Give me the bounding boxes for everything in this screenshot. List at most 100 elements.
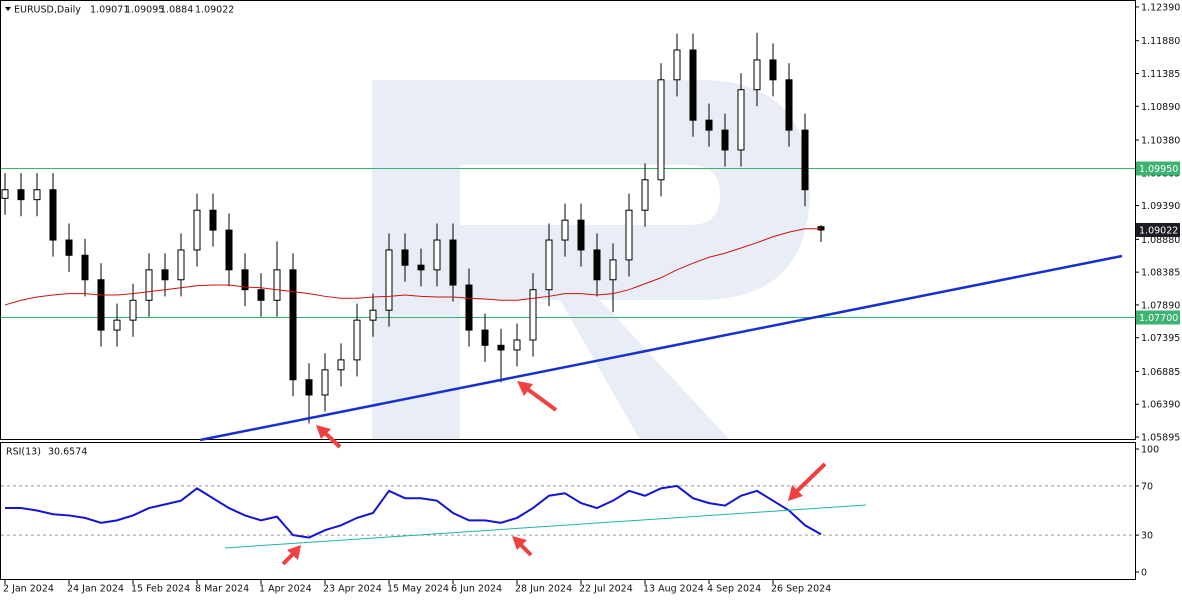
candle-body — [209, 209, 217, 231]
candle-body — [625, 209, 633, 261]
candle-body — [65, 239, 73, 256]
candle-body — [497, 344, 505, 351]
candle-body — [753, 59, 761, 91]
candle-body — [145, 269, 153, 301]
candle-body — [337, 359, 345, 371]
candle-body — [161, 269, 169, 281]
level-label-bg — [1136, 161, 1180, 176]
candle-body — [529, 289, 537, 341]
level-label: 1.07700 — [1139, 313, 1178, 324]
y-tick-label: 1.09390 — [1141, 201, 1180, 212]
y-tick-label: 100 — [1141, 445, 1159, 456]
candle-body — [689, 49, 697, 121]
candle-body — [353, 319, 361, 361]
rsi-line — [5, 484, 822, 539]
price-trendline — [199, 254, 1123, 442]
x-tick-label: 15 Feb 2024 — [131, 584, 190, 595]
x-tick-label: 22 Jul 2024 — [579, 584, 633, 595]
candle-body — [657, 79, 665, 181]
candle-body — [1, 189, 9, 199]
header-close: 1.09022 — [195, 5, 234, 16]
x-tick-label: 15 May 2024 — [387, 584, 449, 595]
price-label-bg — [1136, 222, 1180, 237]
y-tick-label: 1.07890 — [1141, 300, 1180, 311]
rsi-value: 30.6574 — [48, 447, 87, 458]
candle-body — [577, 219, 585, 251]
watermark — [372, 80, 810, 440]
candle-body — [385, 249, 393, 311]
candle-body — [721, 129, 729, 151]
candle-body — [257, 289, 265, 301]
candle-body — [17, 189, 25, 201]
y-tick-label: 1.10380 — [1141, 136, 1180, 147]
candle-body — [561, 219, 569, 241]
header-open: 1.09071 — [90, 5, 129, 16]
candle-body — [241, 269, 249, 291]
candle-body — [129, 299, 137, 321]
candle-body — [193, 209, 201, 251]
candle-body — [673, 49, 681, 81]
rsi-trendline — [224, 504, 867, 549]
level-label: 1.09950 — [1139, 164, 1178, 175]
candle-body — [273, 269, 281, 301]
candle-body — [113, 319, 121, 331]
candle-body — [97, 279, 105, 331]
price-label: 1.09022 — [1139, 225, 1178, 236]
x-tick-label: 24 Jan 2024 — [67, 584, 124, 595]
header-high: 1.09095 — [125, 5, 164, 16]
x-tick-label: 2 Jan 2024 — [3, 584, 54, 595]
symbol-title: EURUSD,Daily — [14, 5, 81, 16]
candle-body — [465, 284, 473, 331]
menu-arrow[interactable] — [5, 7, 11, 11]
candle-body — [609, 259, 617, 281]
candle-body — [177, 249, 185, 281]
candle-body — [705, 119, 713, 131]
candle-body — [801, 129, 809, 191]
candle-body — [321, 369, 329, 396]
x-tick-label: 1 Apr 2024 — [259, 584, 312, 595]
y-tick-label: 1.08385 — [1141, 268, 1180, 279]
y-tick-label: 1.11880 — [1141, 36, 1180, 47]
y-tick-label: 1.11385 — [1141, 69, 1180, 80]
y-tick-label: 1.06885 — [1141, 367, 1180, 378]
candle-body — [289, 269, 297, 381]
rsi-panel — [0, 442, 1136, 580]
x-tick-label: 6 Jun 2024 — [451, 584, 502, 595]
price-panel — [0, 0, 1136, 440]
candle-body — [417, 264, 425, 271]
header-low: 1.0884 — [160, 5, 193, 16]
candle-body — [593, 249, 601, 281]
candle-body — [49, 189, 57, 241]
x-tick-label: 13 Aug 2024 — [643, 584, 704, 595]
y-tick-label: 1.10890 — [1141, 102, 1180, 113]
y-tick-label: 1.07395 — [1141, 333, 1180, 344]
y-tick-label: 1.08880 — [1141, 235, 1180, 246]
rsi-title: RSI(13) — [6, 447, 41, 458]
candle-body — [305, 379, 313, 396]
candle-body — [513, 339, 521, 351]
candle-body — [481, 329, 489, 346]
y-tick-label: 30 — [1141, 531, 1153, 542]
candle-body — [785, 79, 793, 131]
y-tick-label: 0 — [1141, 568, 1147, 579]
level-label-bg — [1136, 310, 1180, 325]
x-tick-label: 26 Sep 2024 — [771, 584, 831, 595]
candle-body — [769, 59, 777, 81]
arrows — [281, 381, 827, 566]
x-tick-label: 8 Mar 2024 — [195, 584, 249, 595]
candle-body — [401, 249, 409, 266]
y-tick-label: 1.12390 — [1141, 2, 1180, 13]
candle-body — [641, 179, 649, 211]
x-tick-label: 28 Jun 2024 — [515, 584, 572, 595]
candle-body — [737, 89, 745, 151]
candle-body — [81, 254, 89, 281]
y-tick-label: 1.06390 — [1141, 400, 1180, 411]
candle-body — [369, 309, 377, 321]
x-tick-label: 23 Apr 2024 — [323, 584, 382, 595]
candle-body — [449, 239, 457, 286]
candle-body — [33, 189, 41, 201]
y-tick-label: 70 — [1141, 481, 1153, 492]
candle-body — [545, 239, 553, 291]
y-tick-label: 1.05895 — [1141, 433, 1180, 444]
